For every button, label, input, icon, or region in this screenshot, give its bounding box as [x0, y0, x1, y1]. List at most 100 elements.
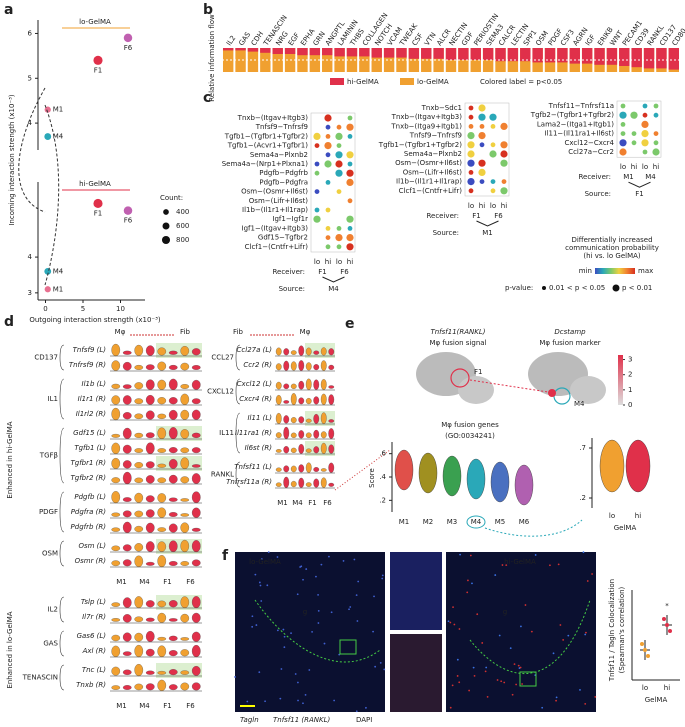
gene-label: Il1rl2 (R)	[76, 410, 107, 418]
violin	[180, 346, 190, 356]
cell-signal	[381, 577, 384, 580]
violin	[180, 513, 190, 517]
dot	[467, 159, 475, 167]
violin	[298, 416, 305, 424]
violin	[168, 364, 178, 370]
point	[44, 106, 51, 113]
dot	[478, 168, 486, 176]
violin-title: Mφ fusion genes	[441, 421, 499, 429]
dot	[347, 161, 353, 167]
violin	[298, 444, 305, 454]
brace	[59, 540, 65, 567]
interaction-label: Il1b−(Il1r1+Il1rap)	[242, 206, 308, 214]
violin	[157, 670, 167, 675]
violin	[145, 670, 155, 675]
cell-signal	[297, 681, 299, 684]
cell-signal	[594, 696, 597, 698]
violin	[168, 669, 178, 676]
cell-signal	[509, 647, 512, 650]
violin	[283, 360, 290, 371]
brace	[59, 630, 65, 657]
dot	[500, 141, 508, 149]
bar	[532, 48, 543, 63]
cell-signal	[323, 642, 326, 645]
cell-signal	[584, 702, 587, 705]
violin	[275, 449, 282, 453]
dot	[620, 103, 626, 109]
highlight	[305, 411, 335, 426]
violin	[283, 348, 290, 356]
cell-signal	[498, 634, 501, 637]
dot	[631, 131, 637, 137]
interaction-label: Clcf1−(Cntfr+Lifr)	[399, 187, 463, 195]
dot	[467, 150, 475, 158]
violin	[145, 509, 155, 518]
gene-label: Pdgfra (R)	[71, 508, 107, 516]
legend-title: Differentially increased	[571, 236, 652, 244]
violin	[191, 540, 201, 553]
point	[93, 198, 103, 209]
violin	[191, 491, 201, 504]
point	[44, 133, 52, 140]
violin	[122, 544, 132, 552]
violin	[180, 561, 190, 566]
brace	[235, 412, 241, 454]
violin	[320, 468, 327, 472]
violin	[168, 378, 178, 390]
cell-signal	[467, 579, 469, 582]
violin	[180, 596, 190, 609]
cell-signal	[267, 551, 270, 554]
dot	[346, 151, 354, 159]
dot	[478, 104, 486, 112]
cell-signal	[355, 710, 358, 713]
violin	[313, 379, 320, 390]
cell-signal	[513, 663, 516, 666]
dot	[347, 226, 353, 231]
violin	[157, 397, 167, 405]
dot	[500, 159, 508, 167]
cluster-label: M4	[139, 578, 150, 586]
violin	[157, 413, 167, 419]
violin	[157, 347, 167, 356]
y-tick-label: 5	[28, 74, 32, 82]
violin	[145, 541, 155, 552]
group-label: IL1	[48, 395, 58, 403]
pathway-label: GAS	[237, 30, 252, 47]
image-title: hi-GelMA	[504, 558, 536, 566]
bar	[272, 48, 283, 54]
cell-signal	[452, 606, 454, 609]
violin	[442, 455, 462, 497]
dot	[468, 188, 474, 194]
cell-signal	[559, 624, 562, 626]
bar	[470, 48, 481, 60]
dot	[324, 142, 332, 150]
interaction-label: Tnxb−(Itga9+Itgb1)	[390, 122, 462, 130]
interaction-label: Tnxb−Sdc1	[421, 104, 462, 112]
dot	[314, 207, 320, 213]
violin	[180, 613, 190, 623]
violin	[320, 477, 327, 488]
dot	[468, 105, 474, 111]
interaction-label: Cxcl12−Cxcr4	[564, 139, 614, 147]
column-label: lo	[642, 163, 648, 171]
dot	[641, 139, 649, 147]
selection-ring	[466, 515, 486, 529]
cell-signal	[449, 621, 452, 624]
violin	[328, 482, 335, 487]
dot-grid	[464, 102, 510, 197]
dot	[346, 215, 354, 223]
stain-legend: Tnfsf11 (RANKL)	[273, 716, 331, 724]
bar	[408, 48, 420, 59]
violin	[122, 651, 132, 656]
dot	[314, 161, 320, 167]
violin	[134, 644, 144, 658]
violin	[122, 361, 132, 371]
source: F1	[635, 190, 643, 198]
group-label: TENASCIN	[22, 674, 58, 682]
pathway-label: IL2	[225, 34, 238, 47]
point-label: F6	[124, 217, 133, 225]
violin	[134, 364, 144, 370]
violin	[157, 361, 167, 371]
gene-label: Cxcr4 (R)	[239, 395, 272, 403]
cell-signal	[251, 615, 254, 618]
